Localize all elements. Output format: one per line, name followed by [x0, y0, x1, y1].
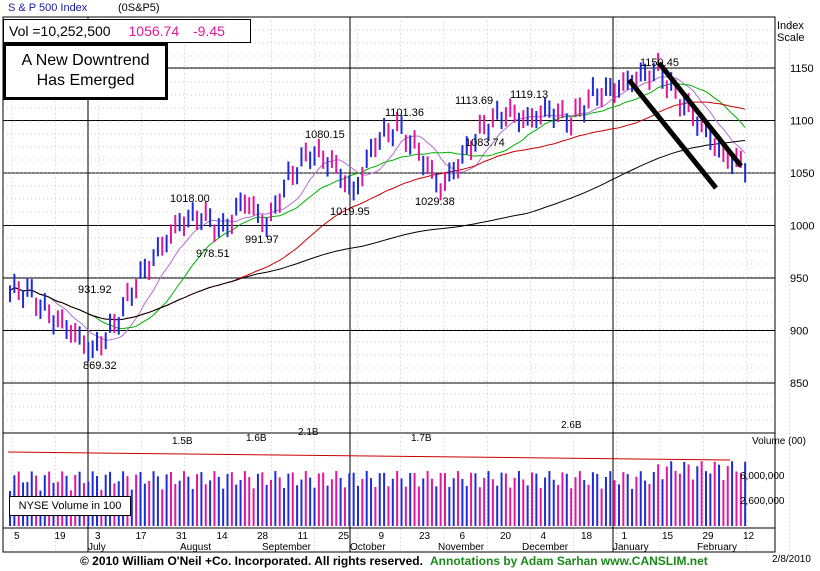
moving-averages — [9, 75, 746, 341]
footer-date: 2/8/2010 — [772, 554, 811, 565]
price-label-1018.00: 1018.00 — [170, 193, 210, 205]
month-october: October — [350, 542, 386, 553]
y-tick-1050: 1050 — [790, 168, 814, 180]
price-label-991.97: 991.97 — [245, 234, 279, 246]
x-tick-29: 29 — [703, 531, 715, 542]
volume-readout: Vol =10,252,500 — [9, 23, 111, 39]
x-tick-25: 25 — [338, 531, 350, 542]
x-tick-1: 1 — [622, 531, 628, 542]
price-label-1113.69: 1113.69 — [455, 95, 493, 107]
month-january: January — [613, 542, 649, 553]
volume-average-line — [7, 451, 731, 461]
volume-label-2.1B: 2.1B — [298, 427, 319, 438]
price-label-978.51: 978.51 — [196, 248, 230, 260]
month-december: December — [522, 542, 569, 553]
trendline-lower — [627, 78, 718, 190]
scale-label-scale: Scale — [777, 32, 805, 44]
callout-line-2: Has Emerged — [36, 72, 135, 89]
y-tick-1100: 1100 — [790, 116, 814, 128]
x-tick-19: 19 — [55, 531, 67, 542]
price-bars — [9, 52, 747, 362]
price-label-1019.95: 1019.95 — [330, 206, 370, 218]
volume-label-2.6B: 2.6B — [561, 420, 582, 431]
x-tick-9: 9 — [379, 531, 385, 542]
x-tick-31: 31 — [176, 531, 188, 542]
volume-legend: NYSE Volume in 100 — [9, 496, 131, 516]
price-label-1080.15: 1080.15 — [305, 129, 345, 141]
downtrend-channel — [627, 61, 743, 190]
callout-box: A New Downtrend Has Emerged — [3, 43, 168, 100]
x-tick-18: 18 — [581, 531, 593, 542]
month-july: July — [88, 542, 106, 553]
volume-label-1.5B: 1.5B — [172, 436, 193, 447]
volume-title: Volume (00) — [752, 436, 806, 447]
y-tick-850: 850 — [790, 378, 808, 390]
x-tick-14: 14 — [217, 531, 229, 542]
scale-label-index: Index — [777, 20, 804, 32]
date-axis-panel — [2, 527, 776, 553]
price-label-1083.74: 1083.74 — [465, 137, 505, 149]
last-price: 1056.74 — [128, 23, 180, 39]
x-tick-12: 12 — [743, 531, 755, 542]
ma-10-line — [9, 75, 746, 341]
y-tick-1000: 1000 — [790, 221, 814, 233]
x-tick-3: 3 — [95, 531, 101, 542]
y-tick-950: 950 — [790, 273, 808, 285]
footer-copyright: © 2010 William O'Neil +Co. Incorporated.… — [80, 554, 423, 568]
price-label-931.92: 931.92 — [78, 284, 112, 296]
callout-line-1: A New Downtrend — [21, 52, 150, 69]
quote-box: Vol =10,252,500 1056.74 -9.45 — [3, 19, 251, 43]
volume-label-1.7B: 1.7B — [411, 433, 432, 444]
price-label-1119.13: 1119.13 — [510, 89, 548, 101]
month-november: November — [438, 542, 485, 553]
trendline-upper — [657, 61, 743, 168]
month-august: August — [180, 542, 211, 553]
price-label-1029.38: 1029.38 — [415, 196, 455, 208]
volume-tick-high: 6,000,000 — [740, 471, 785, 482]
x-tick-28: 28 — [257, 531, 269, 542]
x-tick-6: 6 — [460, 531, 466, 542]
x-tick-5: 5 — [14, 531, 20, 542]
month-february: February — [697, 542, 737, 553]
x-tick-11: 11 — [298, 531, 309, 542]
y-tick-1150: 1150 — [790, 63, 814, 75]
x-tick-4: 4 — [541, 531, 547, 542]
ma-20-line — [9, 82, 746, 330]
price-label-869.32: 869.32 — [83, 360, 117, 372]
volume-label-1.6B: 1.6B — [246, 433, 267, 444]
y-tick-labels: 850 900 950 1000 1050 1100 1150 — [790, 63, 814, 390]
x-tick-20: 20 — [500, 531, 512, 542]
price-label-1101.36: 1101.36 — [385, 107, 424, 119]
month-september: September — [262, 542, 312, 553]
symbol-title: S & P 500 Index — [8, 2, 88, 14]
footer-annotations: Annotations by Adam Sarhan www.CANSLIM.n… — [430, 554, 708, 568]
y-tick-900: 900 — [790, 326, 808, 338]
x-tick-15: 15 — [662, 531, 674, 542]
volume-bars — [7, 451, 747, 526]
price-annotations: 931.92 869.32 1018.00 978.51 991.97 1080.15 10… — [78, 57, 679, 447]
price-change: -9.45 — [193, 23, 225, 39]
symbol-code: (0S&P5) — [118, 2, 160, 14]
x-axis-labels: 5 19 3 17 31 14 28 11 25 9 23 6 20 4 18 1 15 29 12 July Augu… — [14, 531, 755, 553]
x-tick-23: 23 — [419, 531, 431, 542]
ma-200-line — [9, 140, 746, 321]
volume-tick-low: 2,600,000 — [740, 496, 785, 507]
x-tick-17: 17 — [136, 531, 148, 542]
